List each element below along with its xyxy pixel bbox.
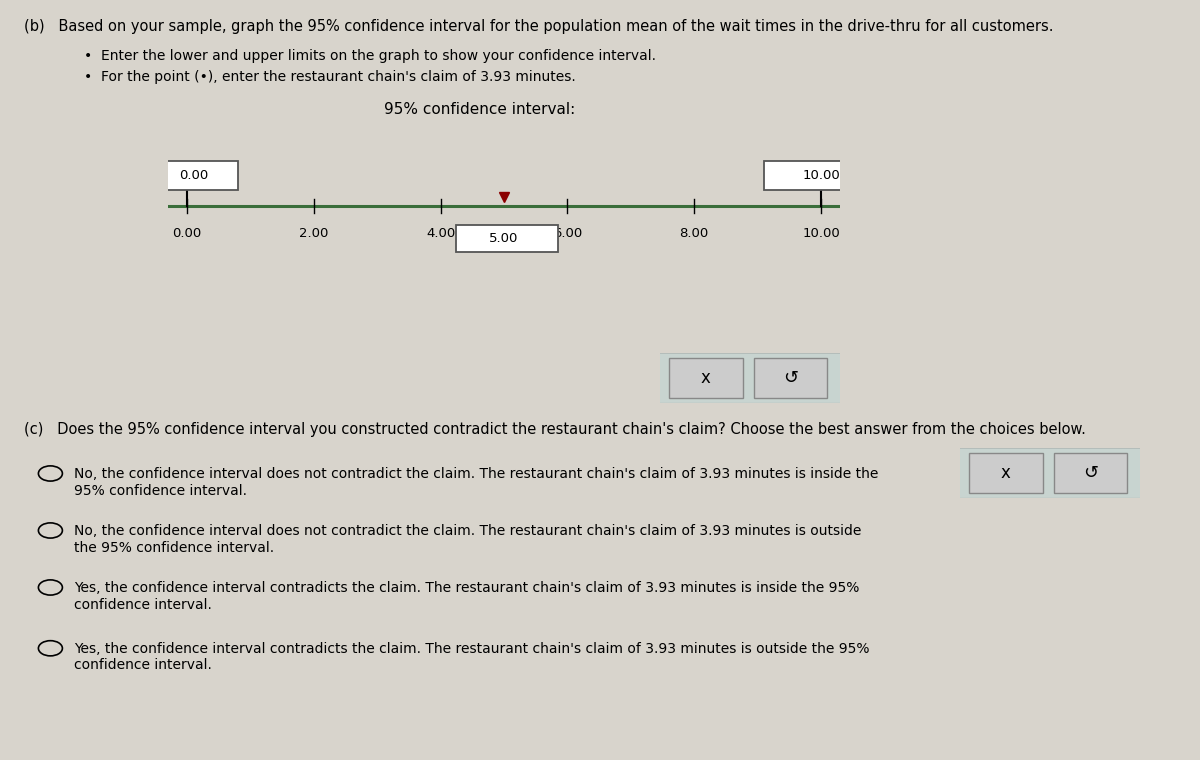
Text: 8.00: 8.00 (679, 227, 709, 240)
Text: x: x (701, 369, 710, 387)
Text: •  For the point (•), enter the restaurant chain's claim of 3.93 minutes.: • For the point (•), enter the restauran… (84, 70, 576, 84)
Text: 2.00: 2.00 (299, 227, 329, 240)
Text: 10.00: 10.00 (802, 227, 840, 240)
Text: ↺: ↺ (1082, 464, 1098, 482)
FancyBboxPatch shape (956, 448, 1144, 499)
Text: 0.00: 0.00 (179, 169, 208, 182)
FancyBboxPatch shape (1054, 453, 1128, 493)
Text: Yes, the confidence interval contradicts the claim. The restaurant chain's claim: Yes, the confidence interval contradicts… (74, 581, 859, 612)
FancyBboxPatch shape (656, 353, 844, 404)
FancyBboxPatch shape (754, 358, 828, 398)
Text: 10.00: 10.00 (802, 169, 840, 182)
Text: ↺: ↺ (782, 369, 798, 387)
Text: 6.00: 6.00 (553, 227, 582, 240)
Text: Yes, the confidence interval contradicts the claim. The restaurant chain's claim: Yes, the confidence interval contradicts… (74, 642, 870, 673)
Text: 0.00: 0.00 (173, 227, 202, 240)
FancyBboxPatch shape (670, 358, 743, 398)
Text: 5.00: 5.00 (490, 232, 518, 245)
Text: No, the confidence interval does not contradict the claim. The restaurant chain': No, the confidence interval does not con… (74, 524, 862, 555)
Text: No, the confidence interval does not contradict the claim. The restaurant chain': No, the confidence interval does not con… (74, 467, 878, 498)
FancyBboxPatch shape (149, 160, 238, 190)
FancyBboxPatch shape (970, 453, 1043, 493)
Text: (c)   Does the 95% confidence interval you constructed contradict the restaurant: (c) Does the 95% confidence interval you… (24, 422, 1086, 437)
FancyBboxPatch shape (764, 160, 878, 190)
Text: (b)   Based on your sample, graph the 95% confidence interval for the population: (b) Based on your sample, graph the 95% … (24, 19, 1054, 34)
FancyBboxPatch shape (456, 226, 558, 252)
Text: x: x (1001, 464, 1010, 482)
Text: •  Enter the lower and upper limits on the graph to show your confidence interva: • Enter the lower and upper limits on th… (84, 49, 656, 63)
Text: 4.00: 4.00 (426, 227, 455, 240)
Text: 95% confidence interval:: 95% confidence interval: (384, 103, 576, 118)
